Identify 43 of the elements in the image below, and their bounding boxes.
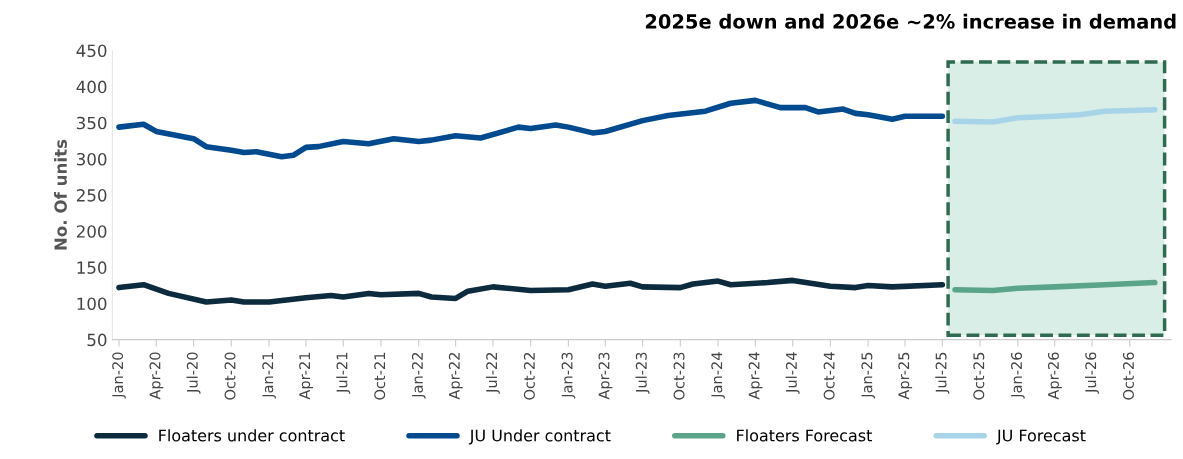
x-tick-label: Oct-22 [523,352,535,400]
x-tick-label: Jan-22 [411,352,426,399]
legend-label: Floaters under contract [159,429,345,442]
legend-label: JU Forecast [996,429,1086,445]
x-tick-label: Jul-24 [785,352,800,394]
y-tick-label: 150 [77,261,107,274]
y-tick-label: 200 [76,225,107,238]
y-tick-label: 100 [77,297,107,311]
x-tick-label: Oct-20 [224,352,236,400]
x-tick-label: Jul-26 [1084,352,1099,394]
x-tick-label: Apr-23 [598,352,613,400]
legend-label: JU Under contract [468,429,611,445]
x-tick-label: Jul-22 [485,352,500,394]
x-tick-label: Apr-24 [748,352,763,400]
x-tick-label: Apr-20 [149,352,164,400]
y-tick-label: 300 [76,152,107,166]
x-tick-label: Oct-21 [374,352,386,400]
legend-label: Floaters Forecast [737,429,872,442]
x-tick-label: Jan-23 [561,352,576,399]
y-axis-title: No. Of units [54,139,67,250]
chart-title: 2025e down and 2026e ~2% increase in demand [645,13,1176,29]
x-tick-label: Jan-20 [112,352,126,399]
x-tick-label: Apr-22 [448,352,463,400]
x-tick-label: Jul-23 [635,352,650,394]
x-tick-label: Oct-23 [673,352,685,400]
y-tick-label: 50 [87,333,107,347]
x-tick-label: Jul-21 [336,352,351,394]
y-tick-label: 350 [76,116,107,130]
x-tick-label: Apr-21 [299,352,313,400]
x-tick-label: Oct-25 [973,352,985,400]
x-tick-label: Jan-21 [262,352,276,399]
x-tick-label: Oct-26 [1122,352,1134,400]
y-tick-label: 400 [76,80,107,94]
y-tick-label: 450 [76,44,107,58]
x-tick-label: Jan-26 [1011,352,1025,399]
x-tick-label: Apr-25 [898,352,913,400]
x-tick-label: Jul-20 [186,352,201,394]
x-tick-label: Jan-25 [861,352,876,399]
x-tick-label: Jul-25 [935,352,950,394]
x-tick-label: Oct-24 [823,352,835,400]
y-tick-label: 250 [76,189,107,202]
x-tick-label: Apr-26 [1047,352,1062,400]
x-tick-label: Jan-24 [711,352,725,399]
